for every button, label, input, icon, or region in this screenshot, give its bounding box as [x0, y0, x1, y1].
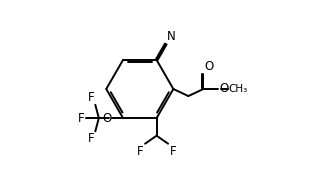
- Text: F: F: [78, 112, 85, 125]
- Text: CH₃: CH₃: [229, 84, 248, 94]
- Text: O: O: [102, 112, 111, 125]
- Text: N: N: [167, 30, 176, 43]
- Text: F: F: [88, 91, 95, 104]
- Text: O: O: [204, 61, 213, 74]
- Text: F: F: [169, 145, 176, 158]
- Text: F: F: [88, 132, 95, 145]
- Text: F: F: [137, 145, 144, 158]
- Text: O: O: [219, 82, 228, 96]
